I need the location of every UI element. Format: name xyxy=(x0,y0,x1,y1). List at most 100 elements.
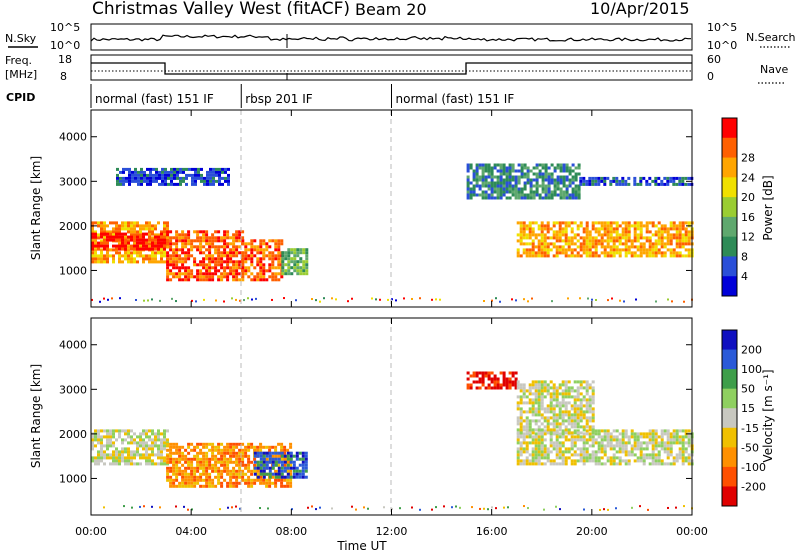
heatmap-cell xyxy=(573,422,577,426)
heatmap-cell xyxy=(307,506,309,509)
heatmap-cell xyxy=(636,233,640,237)
heatmap-cell xyxy=(675,242,679,246)
heatmap-cell xyxy=(271,445,275,449)
heatmap-cell xyxy=(523,163,527,167)
heatmap-cell xyxy=(109,444,112,448)
heatmap-cell xyxy=(157,260,160,264)
heatmap-cell xyxy=(133,453,136,457)
heatmap-cell xyxy=(142,257,145,261)
heatmap-cell xyxy=(591,386,595,390)
heatmap-cell xyxy=(526,169,530,173)
heatmap-cell xyxy=(205,269,209,273)
heatmap-cell xyxy=(534,413,538,417)
heatmap-cell xyxy=(549,386,553,390)
heatmap-cell xyxy=(100,235,103,239)
heatmap-cell xyxy=(627,176,631,180)
heatmap-cell xyxy=(594,453,598,457)
heatmap-cell xyxy=(299,266,303,270)
heatmap-cell xyxy=(546,404,550,408)
heatmap-cell xyxy=(663,432,667,436)
heatmap-cell xyxy=(154,453,157,457)
heatmap-cell xyxy=(217,269,221,273)
heatmap-cell xyxy=(187,484,191,488)
heatmap-cell xyxy=(109,232,112,236)
heatmap-cell xyxy=(522,236,526,240)
heatmap-cell xyxy=(155,170,158,174)
heatmap-cell xyxy=(570,230,574,234)
heatmap-cell xyxy=(157,221,160,225)
heatmap-cell xyxy=(106,232,109,236)
heatmap-cell xyxy=(519,416,523,420)
heatmap-cell xyxy=(206,170,209,174)
heatmap-cell xyxy=(211,257,215,261)
heatmap-cell xyxy=(154,260,157,264)
heatmap-cell xyxy=(271,472,275,476)
heatmap-cell xyxy=(624,221,628,225)
heatmap-cell xyxy=(514,190,518,194)
heatmap-cell xyxy=(91,435,94,439)
heatmap-cell xyxy=(678,441,682,445)
heatmap-cell xyxy=(148,233,151,237)
heatmap-cell xyxy=(511,163,515,167)
heatmap-cell xyxy=(292,469,296,473)
heatmap-cell xyxy=(163,221,166,225)
heatmap-cell xyxy=(537,410,541,414)
heatmap-cell xyxy=(666,432,670,436)
heatmap-cell xyxy=(247,448,251,452)
heatmap-cell xyxy=(531,383,535,387)
heatmap-cell xyxy=(115,447,118,451)
heatmap-cell xyxy=(238,466,242,470)
heatmap-cell xyxy=(663,447,667,451)
heatmap-cell xyxy=(247,242,251,246)
heatmap-cell xyxy=(94,257,97,261)
heatmap-cell xyxy=(579,386,583,390)
heatmap-cell xyxy=(169,230,173,234)
heatmap-cell xyxy=(235,233,239,237)
heatmap-cell xyxy=(226,260,230,264)
heatmap-cell xyxy=(205,272,209,276)
heatmap-cell xyxy=(175,230,179,234)
heatmap-cell xyxy=(274,239,278,243)
heatmap-cell xyxy=(564,230,568,234)
heatmap-cell xyxy=(157,453,160,457)
heatmap-cell xyxy=(155,167,158,171)
heatmap-cell xyxy=(244,454,248,458)
heatmap-cell xyxy=(119,297,121,300)
heatmap-cell xyxy=(268,239,272,243)
heatmap-cell xyxy=(247,269,251,273)
heatmap-cell xyxy=(582,236,586,240)
heatmap-cell xyxy=(541,196,545,200)
heatmap-cell xyxy=(289,445,293,449)
heatmap-cell xyxy=(627,236,631,240)
heatmap-cell xyxy=(516,459,520,463)
heatmap-cell xyxy=(639,179,643,183)
heatmap-cell xyxy=(579,383,583,387)
heatmap-cell xyxy=(154,244,157,248)
heatmap-cell xyxy=(121,232,124,236)
heatmap-cell xyxy=(514,187,518,191)
heatmap-cell xyxy=(160,230,163,234)
heatmap-cell xyxy=(184,454,188,458)
heatmap-cell xyxy=(609,254,613,258)
heatmap-cell xyxy=(603,429,607,433)
heatmap-cell xyxy=(271,451,275,455)
heatmap-cell xyxy=(268,275,272,279)
heatmap-cell xyxy=(648,245,652,249)
heatmap-cell xyxy=(202,251,206,255)
heatmap-cell xyxy=(166,457,170,461)
heatmap-cell xyxy=(565,178,569,182)
heatmap-cell xyxy=(573,438,577,442)
heatmap-cell xyxy=(624,462,628,466)
heatmap-cell xyxy=(163,435,166,439)
heatmap-cell xyxy=(612,176,616,180)
heatmap-cell xyxy=(262,457,266,461)
heatmap-cell xyxy=(118,224,121,228)
heatmap-cell xyxy=(166,263,170,267)
heatmap-cell xyxy=(502,371,506,375)
heatmap-cell xyxy=(503,506,505,509)
heatmap-cell xyxy=(490,166,494,170)
heatmap-cell xyxy=(612,221,616,225)
heatmap-cell xyxy=(615,435,619,439)
heatmap-cell xyxy=(131,506,133,509)
heatmap-cell xyxy=(469,166,473,170)
